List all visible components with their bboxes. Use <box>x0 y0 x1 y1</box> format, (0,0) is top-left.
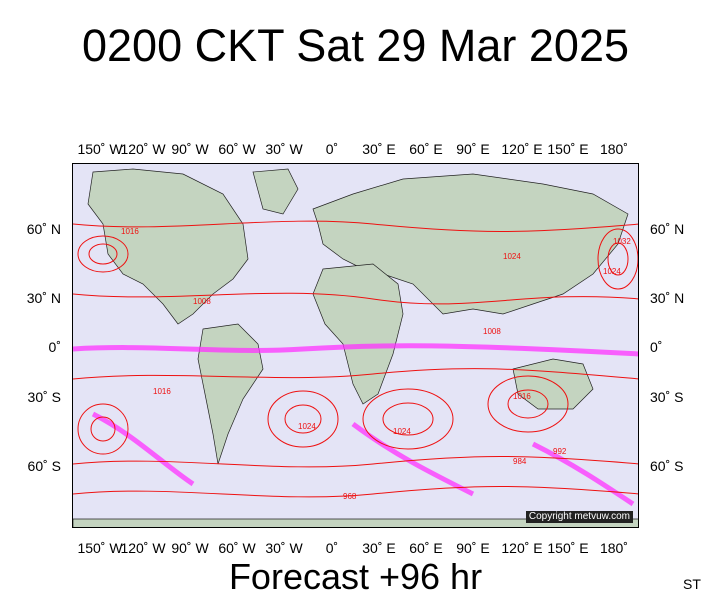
isobar <box>73 292 638 305</box>
lat-tick-right: 60˚ N <box>650 221 685 237</box>
lon-tick-bottom: 120˚ W <box>120 540 166 556</box>
isobar <box>382 402 434 436</box>
pressure-label: 992 <box>553 447 567 456</box>
lon-tick-bottom: 180˚ <box>599 540 629 556</box>
copyright-badge: Copyright metvuw.com <box>525 511 633 523</box>
pressure-label: 1016 <box>153 387 171 396</box>
lat-tick-left: 30˚ N <box>26 290 61 306</box>
lon-tick-top: 60˚ W <box>218 141 256 157</box>
lat-tick-right: 30˚ N <box>650 290 685 306</box>
corner-label: ST <box>683 576 701 592</box>
lon-tick-top: 30˚ W <box>265 141 303 157</box>
pressure-label: 1016 <box>513 392 531 401</box>
lon-tick-bottom: 60˚ E <box>409 540 443 556</box>
pressure-label: 1024 <box>603 267 621 276</box>
lon-tick-bottom: 90˚ E <box>456 540 490 556</box>
lon-tick-top: 30˚ E <box>362 141 396 157</box>
isobar <box>77 403 129 455</box>
pressure-label: 968 <box>343 492 357 501</box>
isobar <box>607 242 629 276</box>
isobar <box>73 368 638 380</box>
lon-tick-top: 0˚ <box>325 141 339 157</box>
lon-tick-top: 120˚ W <box>120 141 166 157</box>
isobar <box>77 235 129 273</box>
pressure-label: 984 <box>513 457 527 466</box>
isobar <box>507 389 549 419</box>
lon-tick-bottom: 0˚ <box>325 540 339 556</box>
lon-tick-top: 90˚ E <box>456 141 490 157</box>
pressure-label: 1032 <box>613 237 631 246</box>
isobar <box>90 416 116 442</box>
isobar <box>597 228 638 290</box>
lon-tick-top: 120˚ E <box>501 141 543 157</box>
lat-tick-right: 60˚ S <box>650 458 684 474</box>
isobar <box>267 390 339 448</box>
pressure-label: 1024 <box>393 427 411 436</box>
south-america <box>197 323 264 465</box>
precipitation <box>73 343 638 507</box>
lon-tick-top: 60˚ E <box>409 141 443 157</box>
lon-tick-bottom: 150˚ W <box>77 540 123 556</box>
forecast-label: Forecast +96 hr <box>228 556 483 597</box>
lat-tick-left: 30˚ S <box>27 389 61 405</box>
lat-tick-right: 30˚ S <box>650 389 684 405</box>
isobars <box>73 220 638 498</box>
landmasses <box>73 168 638 527</box>
lat-tick-left: 60˚ S <box>27 458 61 474</box>
pressure-label: 1016 <box>121 227 139 236</box>
lon-tick-bottom: 60˚ W <box>218 540 256 556</box>
map-canvas: 1016 1024 1008 1032 1016 1024 1008 1016 … <box>73 164 638 527</box>
pressure-label: 1008 <box>483 327 501 336</box>
isobar <box>362 388 454 450</box>
lon-tick-bottom: 30˚ W <box>265 540 303 556</box>
isobar <box>73 486 638 498</box>
africa <box>312 263 404 405</box>
isobar <box>487 375 569 433</box>
lon-tick-top: 90˚ W <box>171 141 209 157</box>
lat-tick-left: 60˚ N <box>26 221 61 237</box>
eurasia <box>312 173 629 315</box>
lon-tick-top: 150˚ W <box>77 141 123 157</box>
isobar <box>284 404 322 434</box>
lat-tick-left: 0˚ <box>48 339 61 355</box>
pressure-labels: 1016 1024 1008 1032 1016 1024 1008 1016 … <box>121 227 631 501</box>
isobar <box>73 220 638 232</box>
australia <box>512 358 594 410</box>
itcz-band <box>73 343 638 357</box>
pressure-label: 1024 <box>503 252 521 261</box>
lon-tick-top: 150˚ E <box>547 141 589 157</box>
antarctica <box>73 518 638 527</box>
lon-tick-top: 180˚ <box>599 141 629 157</box>
isobar <box>73 456 638 468</box>
pressure-label: 1024 <box>298 422 316 431</box>
map-title: 0200 CKT Sat 29 Mar 2025 <box>81 20 629 71</box>
lon-tick-bottom: 150˚ E <box>547 540 589 556</box>
greenland <box>252 168 299 215</box>
southern-storms <box>531 441 635 507</box>
southern-storms <box>91 411 195 487</box>
lon-tick-bottom: 30˚ E <box>362 540 396 556</box>
pressure-label: 1008 <box>193 297 211 306</box>
lon-tick-bottom: 90˚ W <box>171 540 209 556</box>
isobar <box>88 243 118 265</box>
weather-map: 1016 1024 1008 1032 1016 1024 1008 1016 … <box>72 163 639 528</box>
lon-tick-bottom: 120˚ E <box>501 540 543 556</box>
lat-tick-right: 0˚ <box>650 339 663 355</box>
